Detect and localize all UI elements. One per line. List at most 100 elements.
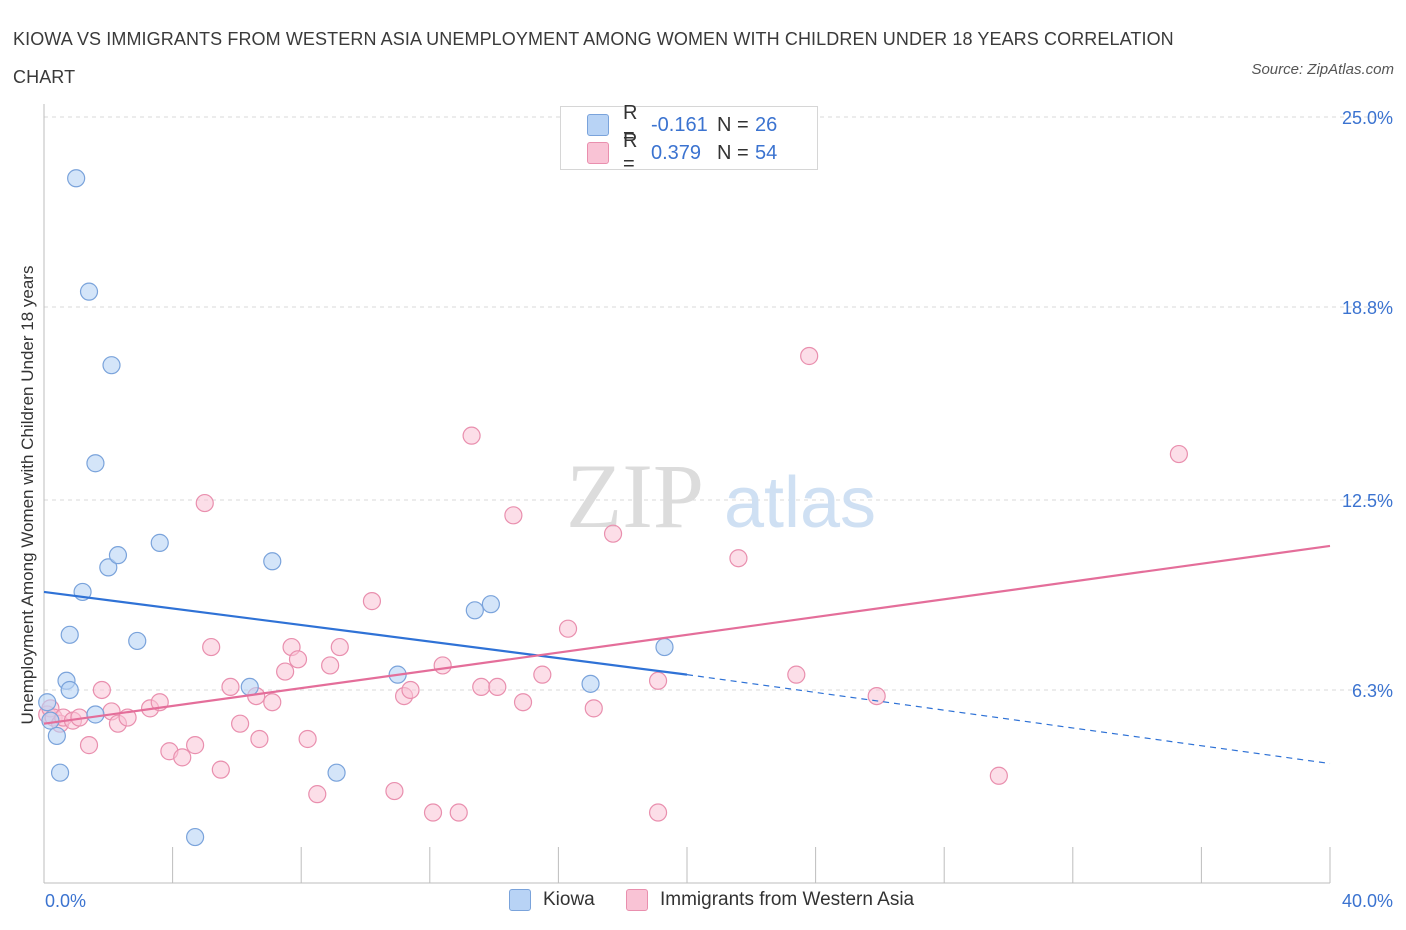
- y-tick-label: 18.8%: [1342, 298, 1393, 318]
- legend-n-value: 26: [755, 113, 778, 136]
- immigrants-trend-line: [43, 544, 1331, 725]
- immigrants-point: [288, 650, 308, 669]
- immigrants-point: [867, 686, 886, 706]
- immigrants-point: [221, 677, 240, 697]
- legend-r-value: -0.161: [651, 113, 708, 136]
- kiowa-point: [481, 595, 500, 614]
- kiowa-point: [108, 546, 128, 565]
- chart-title: KIOWA VS IMMIGRANTS FROM WESTERN ASIA UN…: [13, 29, 1174, 87]
- immigrants-point: [263, 693, 282, 712]
- immigrants-point: [800, 346, 819, 366]
- kiowa-point: [186, 827, 205, 847]
- kiowa-point: [50, 763, 70, 782]
- immigrants-point: [449, 803, 468, 822]
- y-tick-labels: 6.3% 12.5% 18.8% 25.0%: [1342, 108, 1393, 701]
- legend-row-kiowa: R = -0.161 N = 26: [587, 102, 778, 147]
- kiowa-point: [86, 454, 105, 473]
- x-tick-label-max: 40.0%: [1341, 891, 1393, 911]
- immigrants-point: [729, 549, 748, 568]
- grid-lines: [44, 116, 1394, 691]
- legend-r-value: 0.379: [651, 141, 702, 164]
- kiowa-point: [263, 552, 282, 571]
- kiowa-point: [465, 601, 484, 620]
- x-tick-label-min: 0.0%: [45, 891, 87, 911]
- immigrants-point: [513, 693, 533, 712]
- y-tick-label: 12.5%: [1342, 491, 1393, 511]
- immigrants-point: [79, 736, 99, 755]
- immigrants-points: [38, 346, 1188, 822]
- kiowa-point: [47, 726, 66, 746]
- immigrants-point: [504, 506, 523, 525]
- kiowa-point: [60, 625, 79, 644]
- kiowa-point: [41, 711, 60, 730]
- kiowa-point: [128, 631, 147, 651]
- legend-n-label: N =: [717, 141, 749, 164]
- legend-n-label: N =: [717, 113, 749, 136]
- kiowa-point: [99, 558, 118, 577]
- immigrants-point: [533, 665, 552, 684]
- trend-lines: [43, 544, 1331, 765]
- legend-n-value: 54: [755, 141, 778, 164]
- kiowa-point: [150, 533, 169, 552]
- kiowa-point: [67, 169, 86, 188]
- kiowa-point: [581, 674, 600, 693]
- immigrants-point: [186, 736, 205, 755]
- immigrants-point: [488, 677, 507, 697]
- immigrants-point: [202, 637, 221, 657]
- immigrants-point: [231, 714, 250, 733]
- immigrants-point: [558, 619, 578, 638]
- immigrants-point: [308, 785, 327, 804]
- kiowa-point: [102, 356, 121, 375]
- series-legend: Kiowa Immigrants from Western Asia: [0, 889, 1406, 915]
- immigrants-point: [648, 803, 668, 822]
- immigrants-point: [211, 760, 230, 779]
- y-tick-label: 6.3%: [1352, 681, 1393, 701]
- series-swatch-kiowa: [509, 889, 531, 911]
- series-legend-immigrants: Immigrants from Western Asia: [626, 889, 914, 911]
- immigrants-point: [385, 781, 404, 801]
- immigrants-point: [362, 592, 382, 611]
- immigrants-point: [401, 680, 420, 700]
- immigrants-point: [250, 729, 269, 749]
- immigrants-point: [92, 680, 111, 700]
- source-label: Source: ZipAtlas.com: [1251, 61, 1394, 78]
- immigrants-point: [989, 766, 1008, 785]
- kiowa-trend-line: [43, 590, 688, 676]
- kiowa-point: [86, 705, 105, 724]
- immigrants-point: [433, 656, 452, 675]
- kiowa-point: [38, 693, 57, 712]
- immigrants-point: [298, 729, 317, 749]
- legend-r-label: R =: [623, 130, 638, 175]
- immigrants-point: [603, 524, 623, 543]
- kiowa-point: [655, 637, 674, 657]
- watermark: ZIP atlas: [566, 445, 876, 547]
- immigrants-point: [648, 671, 668, 690]
- immigrants-point: [195, 493, 214, 513]
- immigrants-point: [321, 656, 340, 675]
- series-name-kiowa: Kiowa: [543, 889, 595, 910]
- legend-swatch-kiowa: [587, 114, 609, 136]
- immigrants-point: [330, 637, 349, 657]
- immigrants-point: [787, 665, 806, 684]
- y-tick-label: 25.0%: [1342, 108, 1393, 128]
- immigrants-point: [462, 426, 481, 445]
- legend-swatch-immigrants: [587, 142, 609, 164]
- kiowa-point: [327, 763, 346, 782]
- immigrants-point: [173, 748, 192, 767]
- watermark-atlas: atlas: [724, 463, 876, 543]
- kiowa-trend-line-extrapolated: [686, 674, 1331, 765]
- series-legend-kiowa: Kiowa: [509, 889, 595, 911]
- kiowa-points: [38, 169, 674, 847]
- axes: [43, 104, 1331, 884]
- legend-r-label: R =: [623, 102, 638, 147]
- immigrants-point: [423, 803, 443, 822]
- immigrants-point: [276, 662, 295, 681]
- kiowa-point: [240, 677, 259, 697]
- immigrants-point: [472, 677, 491, 697]
- correlation-legend: R = -0.161 N = 26 R = 0.379 N = 54: [560, 102, 818, 175]
- immigrants-point: [584, 699, 603, 718]
- series-swatch-immigrants: [626, 889, 648, 911]
- series-name-immigrants: Immigrants from Western Asia: [660, 889, 915, 910]
- legend-row-immigrants: R = 0.379 N = 54: [587, 130, 778, 175]
